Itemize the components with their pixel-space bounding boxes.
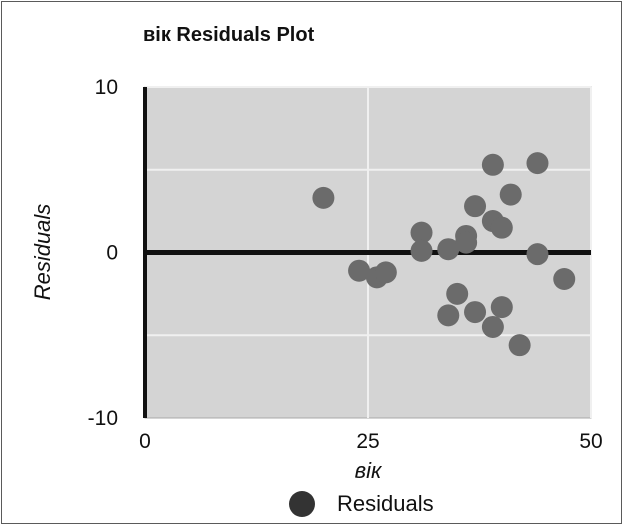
y-tick-label: 0 <box>106 242 118 265</box>
x-tick-label: 0 <box>139 430 151 453</box>
residual-point <box>312 186 335 209</box>
legend-label: Residuals <box>337 491 434 516</box>
x-axis-title: вік <box>355 458 383 483</box>
residual-point <box>526 243 549 266</box>
tick-labels: 0 25 50 10 0 -10 <box>88 76 603 453</box>
residual-point <box>499 183 522 206</box>
residual-point <box>490 216 513 239</box>
y-tick-label: 10 <box>95 76 118 99</box>
residual-point <box>526 152 549 175</box>
data-points <box>312 152 576 357</box>
residual-point <box>374 261 397 284</box>
residual-point <box>348 259 371 282</box>
legend-marker <box>289 491 315 517</box>
residual-point <box>464 195 487 218</box>
y-tick-label: -10 <box>88 407 118 430</box>
residual-point <box>437 304 460 327</box>
residual-point <box>437 238 460 261</box>
x-tick-label: 25 <box>356 430 379 453</box>
residual-point <box>508 334 531 357</box>
residual-point <box>410 221 433 244</box>
axes <box>143 87 591 418</box>
legend: Residuals <box>289 491 434 517</box>
residual-point <box>446 282 469 305</box>
residual-point <box>481 315 504 338</box>
residual-point <box>481 153 504 176</box>
residual-point <box>490 296 513 319</box>
residual-point <box>553 267 576 290</box>
residual-point <box>410 239 433 262</box>
residual-point <box>455 231 478 254</box>
chart-title: вік Residuals Plot <box>143 24 315 46</box>
y-axis-title: Residuals <box>30 204 55 301</box>
x-tick-label: 50 <box>579 430 602 453</box>
residual-point <box>464 301 487 324</box>
